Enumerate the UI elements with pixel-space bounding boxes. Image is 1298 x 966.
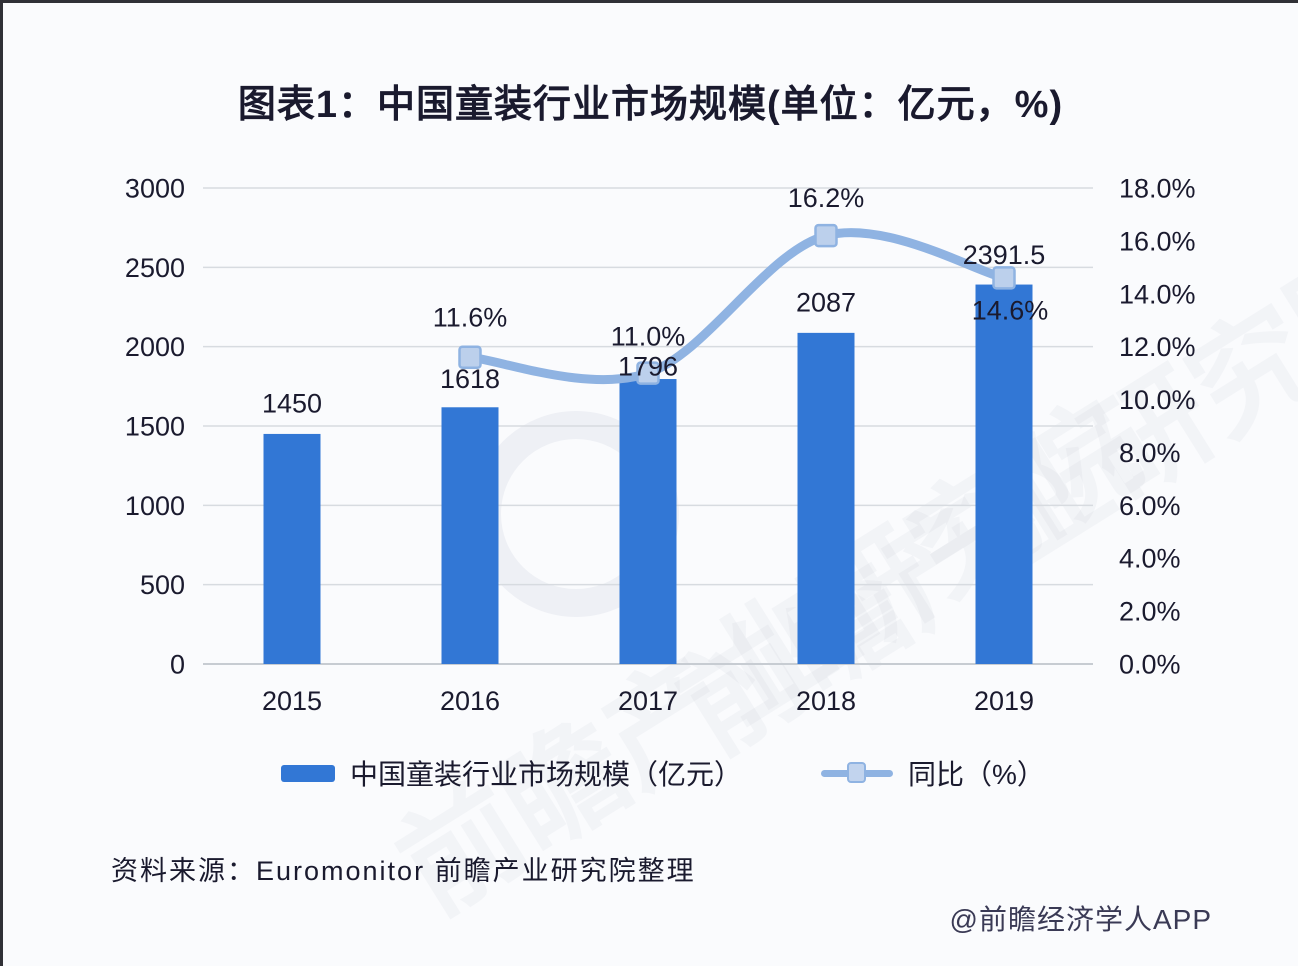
line-series-swatch (821, 761, 893, 785)
line-value-label: 16.2% (788, 183, 865, 213)
bar-value-label: 1796 (618, 352, 678, 382)
left-axis-tick-label: 0 (170, 650, 185, 680)
bar-value-label: 1618 (440, 364, 500, 394)
bar-2017 (619, 379, 677, 664)
chart-legend: 中国童装行业市场规模（亿元） 同比（%） (3, 753, 1298, 793)
right-axis-tick-label: 8.0% (1119, 438, 1181, 468)
left-axis-tick-label: 500 (140, 570, 185, 600)
legend-label-yoy: 同比（%） (908, 759, 1045, 790)
right-axis-tick-label: 18.0% (1119, 174, 1196, 204)
left-axis-tick-label: 1500 (125, 412, 185, 442)
bar-value-label: 2087 (796, 287, 856, 317)
legend-item-market-size: 中国童装行业市场规模（亿元） (281, 753, 742, 793)
x-axis-category-label: 2016 (440, 686, 500, 716)
credit-note: @前瞻经济学人APP (949, 904, 1212, 935)
bar-2018 (797, 332, 855, 664)
right-axis-tick-label: 4.0% (1119, 544, 1181, 574)
legend-item-yoy: 同比（%） (821, 753, 1045, 793)
x-axis-category-label: 2018 (796, 686, 856, 716)
bar-value-label: 1450 (262, 388, 322, 418)
line-marker-icon (814, 223, 838, 248)
x-axis-category-label: 2015 (262, 686, 322, 716)
right-axis-tick-label: 12.0% (1119, 332, 1196, 362)
left-axis-tick-label: 3000 (125, 174, 185, 204)
chart-title: 图表1：中国童装行业市场规模(单位：亿元，%) (237, 84, 1064, 126)
right-axis-tick-label: 14.0% (1119, 279, 1196, 309)
legend-label-market-size: 中国童装行业市场规模（亿元） (350, 759, 743, 790)
line-marker-icon (992, 266, 1016, 290)
left-axis-tick-label: 1000 (125, 491, 185, 521)
line-marker-icon (636, 361, 660, 385)
trend-line (465, 228, 1009, 385)
right-axis-tick-label: 10.0% (1119, 385, 1196, 415)
line-value-label: 14.6% (972, 295, 1049, 325)
right-axis-tick-label: 2.0% (1119, 597, 1181, 627)
left-axis-tick-label: 2000 (125, 332, 185, 362)
bar-series-swatch (281, 764, 335, 782)
line-value-label: 11.0% (611, 322, 686, 352)
left-axis-tick-label: 2500 (125, 253, 185, 283)
line-marker-icon (458, 345, 482, 369)
bar-value-label: 2391.5 (963, 240, 1046, 270)
right-axis-tick-label: 16.0% (1119, 226, 1196, 256)
x-axis-category-label: 2019 (974, 686, 1034, 716)
bar-2019 (975, 284, 1033, 664)
right-axis-tick-label: 6.0% (1119, 491, 1181, 521)
chart-canvas: 3000 2500 2000 1500 1000 500 0 18.0% 16.0% 14.0% 1… (125, 174, 1196, 717)
bar-2016 (441, 407, 499, 664)
source-note: 资料来源：Euromonitor 前瞻产业研究院整理 (111, 856, 696, 886)
line-value-label: 11.6% (433, 303, 508, 333)
bar-2015 (263, 433, 321, 664)
line-swatch-marker-icon (847, 762, 866, 783)
right-axis-tick-label: 0.0% (1119, 650, 1181, 680)
x-axis-category-label: 2017 (618, 686, 678, 716)
